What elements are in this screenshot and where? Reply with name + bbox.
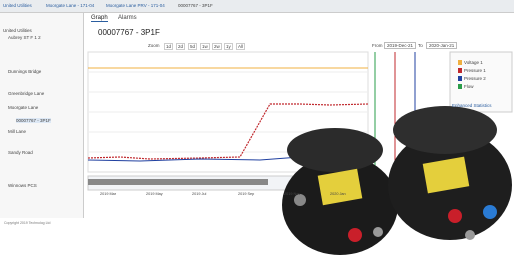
screen: United Utilities Moorgate Lane - 171-04 … (0, 0, 514, 263)
navigator-series (88, 179, 268, 185)
date-label: 2019 Sep (238, 192, 254, 196)
stats-button[interactable]: Enhanced Statistics (452, 103, 492, 108)
legend-entry[interactable]: Flow (458, 84, 474, 89)
device-right (388, 106, 512, 240)
date-label: 2019 Mar (100, 192, 116, 196)
date-label: 2020 Jan (330, 192, 346, 196)
footer: Copyright 2019 Technolog Ltd (4, 221, 50, 225)
legend-entry[interactable]: Pressure 2 (458, 76, 486, 81)
date-label: 2019 Jul (192, 192, 206, 196)
legend-entry[interactable]: Pressure 1 (458, 68, 486, 73)
legend-entry[interactable]: Voltage 1 (458, 60, 483, 65)
plot-layer (0, 0, 514, 263)
date-label: 2019 Nov (284, 192, 300, 196)
date-label: 2019 May (146, 192, 163, 196)
